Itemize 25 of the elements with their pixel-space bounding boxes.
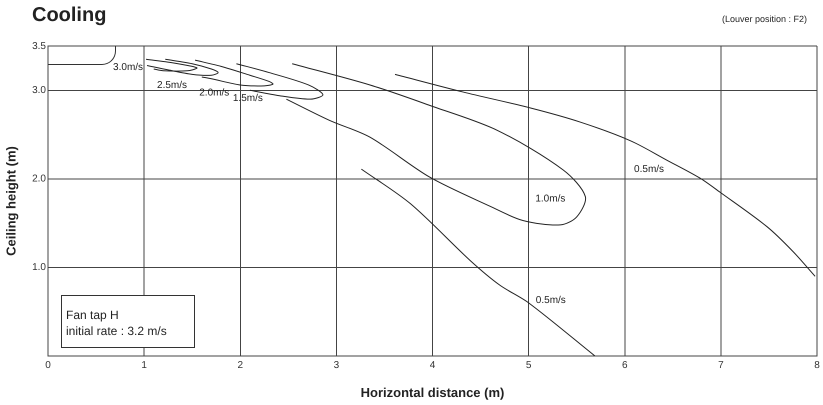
x-tick-label: 7 — [718, 360, 724, 371]
y-axis-title: Ceiling height (m) — [3, 146, 18, 256]
y-tick-label: 3.5 — [32, 40, 46, 52]
y-tick-label: 2.0 — [32, 174, 46, 185]
x-axis-title: Horizontal distance (m) — [360, 384, 504, 400]
annotation: initial rate : 3.2 m/s — [66, 323, 168, 339]
x-tick-label: 1 — [141, 360, 148, 371]
series-label: 0.5m/s — [634, 164, 664, 176]
x-tick-label: 3 — [334, 360, 340, 371]
annotation: Fan tap H — [66, 307, 120, 323]
y-tick-label: 1.0 — [32, 262, 46, 274]
series-label: 2.5m/s — [157, 80, 188, 92]
x-tick-label: 8 — [814, 360, 820, 371]
chart-title: Cooling — [32, 4, 106, 27]
series-label: 0.5m/s — [536, 294, 566, 306]
series-label: 1.0m/s — [535, 193, 566, 204]
chart-subtitle: (Louver position : F2) — [722, 14, 807, 24]
x-tick-label: 5 — [526, 360, 532, 371]
series-label: 3.0m/s — [113, 62, 144, 74]
x-tick-label: 4 — [430, 360, 436, 371]
y-tick-label: 3.0 — [32, 85, 46, 96]
x-tick-label: 6 — [622, 360, 628, 371]
x-tick-label: 2 — [237, 360, 244, 371]
x-tick-label: 0 — [45, 360, 52, 371]
series-label: 2.0m/s — [199, 88, 230, 99]
